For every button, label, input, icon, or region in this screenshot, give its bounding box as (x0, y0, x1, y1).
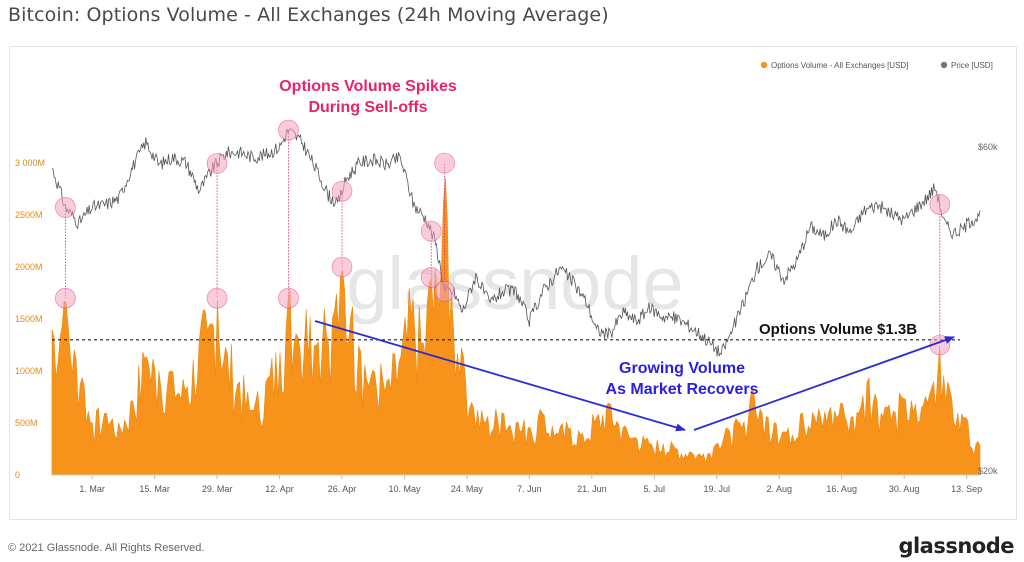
y-tick-label: 2000M (15, 262, 43, 272)
y-tick-label: 1000M (15, 366, 43, 376)
x-tick-label: 16. Aug (826, 484, 857, 494)
page-title: Bitcoin: Options Volume - All Exchanges … (8, 4, 609, 26)
x-tick-label: 21. Jun (577, 484, 607, 494)
watermark-text: glassnode (346, 242, 683, 325)
x-tick-label: 29. Mar (202, 484, 233, 494)
volume-highlight-circle (434, 152, 455, 174)
price-highlight-circle (278, 119, 299, 141)
legend-price-dot (940, 61, 948, 69)
x-tick-label: 19. Jul (704, 484, 731, 494)
x-tick-label: 24. May (451, 484, 484, 494)
annotation-spikes-line2: During Sell-offs (308, 99, 427, 116)
x-tick-label: 5. Jul (644, 484, 666, 494)
x-tick-label: 10. May (388, 484, 421, 494)
y-tick-label: 1500M (15, 314, 43, 324)
annotation-recovery-line2: As Market Recovers (606, 381, 759, 398)
x-tick-label: 1. Mar (79, 484, 105, 494)
price-highlight-circle (434, 281, 455, 302)
volume-area (51, 177, 981, 476)
legend-price-label: Price [USD] (951, 61, 993, 70)
reference-label: Options Volume $1.3B (759, 321, 917, 338)
price-highlight-circle (331, 180, 353, 202)
price-highlight-circle (55, 197, 76, 218)
y-tick-label: 2500M (15, 210, 43, 220)
chart-svg: glassnode Options Volume $1.3B 0 500M 1000… (15, 61, 998, 494)
x-tick-label: 7. Jun (517, 484, 542, 494)
volume-highlight-circle (278, 287, 299, 309)
glassnode-logo: glassnode (898, 534, 1014, 558)
y-tick-label: 0 (15, 470, 20, 480)
x-tick-label: 12. Apr (265, 484, 294, 494)
annotation-spikes-line1: Options Volume Spikes (279, 78, 457, 95)
volume-highlight-circle (55, 287, 76, 309)
x-tick-label: 2. Aug (766, 484, 792, 494)
volume-highlight-circle (420, 267, 442, 288)
price-highlight-circle (420, 220, 442, 242)
volume-highlight-circle (206, 287, 228, 309)
y-tick-label: 500M (15, 418, 38, 428)
volume-highlight-circle (331, 256, 353, 278)
copyright-text: © 2021 Glassnode. All Rights Reserved. (8, 542, 205, 554)
annotation-recovery-line1: Growing Volume (619, 360, 745, 377)
legend-volume-dot (760, 61, 768, 69)
chart-panel: glassnode Options Volume $1.3B 0 500M 1000… (9, 46, 1017, 520)
price-line (51, 128, 981, 357)
x-tick-label: 30. Aug (889, 484, 920, 494)
legend-volume-label: Options Volume - All Exchanges [USD] (771, 61, 908, 70)
recovery-arrow (693, 336, 955, 431)
y-tick-label: 3 000M (15, 158, 45, 168)
x-tick-label: 15. Mar (139, 484, 170, 494)
price-highlight-circle (206, 153, 228, 174)
x-tick-label: 26. Apr (328, 484, 357, 494)
x-tick-label: 13. Sep (951, 484, 982, 494)
y2-tick-label: $20k (978, 466, 998, 476)
decline-arrow (314, 320, 686, 432)
price-highlight-circle (929, 194, 951, 215)
y2-tick-label: $60k (978, 142, 998, 152)
